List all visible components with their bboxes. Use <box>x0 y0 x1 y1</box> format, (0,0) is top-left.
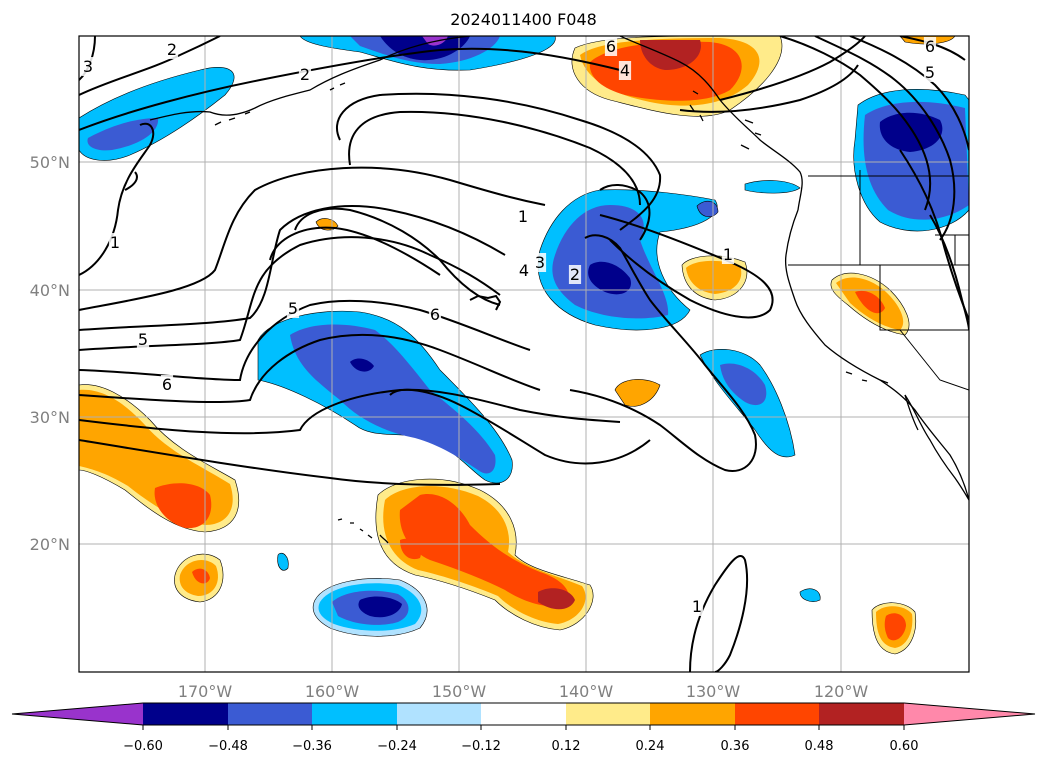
lat-label-20n: 20°N <box>30 535 70 554</box>
contour-label-halo <box>533 253 547 272</box>
lon-label-120w: 120°W <box>814 682 869 701</box>
contour-label: 5 <box>288 299 298 318</box>
contour-label: 1 <box>518 207 528 226</box>
lat-label-40n: 40°N <box>30 281 70 300</box>
contour-label-halo <box>923 37 937 56</box>
contour-label-halo <box>136 330 150 349</box>
colorbar-segment <box>228 703 314 725</box>
lon-label-130w: 130°W <box>686 682 741 701</box>
contour-label: 4 <box>519 261 529 280</box>
colorbar-tick-label: 0.24 <box>636 739 665 754</box>
contour-label-halo <box>923 63 937 82</box>
colorbar-segment <box>650 703 736 725</box>
contour-label: 5 <box>925 63 935 82</box>
contour-label-halo <box>298 65 312 84</box>
colorbar-tick-label: 0.12 <box>552 739 581 754</box>
colorbar-tick-labels: −0.60 −0.48 −0.36 −0.24 −0.12 0.12 0.24 … <box>123 739 918 754</box>
contour-label: 2 <box>570 265 580 284</box>
contour-label-halo <box>568 265 582 284</box>
contour-label-halo <box>428 305 442 324</box>
colorbar-segment <box>566 703 652 725</box>
lon-label-170w: 170°W <box>178 682 233 701</box>
longitude-labels: 170°W 160°W 150°W 140°W 130°W 120°W <box>178 682 869 701</box>
contour-label-halo <box>165 40 179 59</box>
colorbar <box>11 702 1036 726</box>
colorbar-tick-label: 0.60 <box>890 739 919 754</box>
contour-label-halo <box>690 597 704 616</box>
latitude-labels: 50°N 40°N 30°N 20°N <box>30 153 70 554</box>
colorbar-tick-label: −0.36 <box>292 739 332 754</box>
contour-label: 5 <box>138 330 148 349</box>
contour-label-halo <box>108 233 122 252</box>
contour-label: 6 <box>162 375 172 394</box>
colorbar-tick-label: −0.24 <box>377 739 417 754</box>
colorbar-segment <box>397 703 483 725</box>
lon-label-160w: 160°W <box>305 682 360 701</box>
contour-label: 1 <box>692 597 702 616</box>
contour-label: 6 <box>606 37 616 56</box>
contour-label: 3 <box>535 253 545 272</box>
colorbar-tick-label: −0.60 <box>123 739 163 754</box>
contour-label: 2 <box>300 65 310 84</box>
lat-label-30n: 30°N <box>30 408 70 427</box>
colorbar-tick-label: 0.36 <box>721 739 750 754</box>
contour-label: 3 <box>83 57 93 76</box>
contour-label-halo <box>721 245 735 264</box>
colorbar-extend-high <box>904 703 1035 725</box>
contour-label-halo <box>604 37 618 56</box>
contour-label-halo <box>81 57 95 76</box>
contour-label-halo <box>516 207 530 226</box>
contour-label-halo <box>286 299 300 318</box>
colorbar-tick-label: −0.12 <box>461 739 501 754</box>
colorbar-segment <box>735 703 821 725</box>
lat-label-50n: 50°N <box>30 153 70 172</box>
map-title: 2024011400 F048 <box>450 10 597 29</box>
colorbar-ticks <box>142 725 905 730</box>
colorbar-extend-low <box>12 703 143 725</box>
contour-label: 6 <box>925 37 935 56</box>
lon-label-140w: 140°W <box>559 682 614 701</box>
contour-label: 2 <box>167 40 177 59</box>
contour-label-halo <box>517 261 531 280</box>
colorbar-segment <box>143 703 229 725</box>
contour-label-halo <box>160 375 174 394</box>
contour-label: 1 <box>723 245 733 264</box>
contour-label: 1 <box>110 233 120 252</box>
colorbar-tick-label: −0.48 <box>208 739 248 754</box>
colorbar-segment <box>481 703 567 725</box>
colorbar-segment <box>819 703 904 725</box>
colorbar-segment <box>312 703 398 725</box>
contour-label-halo <box>618 61 632 80</box>
graticule <box>79 36 969 672</box>
political-borders <box>788 170 969 391</box>
colorbar-tick-label: 0.48 <box>805 739 834 754</box>
contour-labels: 3 2 2 1 5 6 6 1 3 4 2 1 5 6 5 6 4 1 <box>81 37 937 616</box>
contour-label: 6 <box>430 305 440 324</box>
map-frame <box>78 35 970 673</box>
coastlines <box>149 36 969 544</box>
contour-label: 4 <box>620 61 630 80</box>
lon-label-150w: 150°W <box>432 682 487 701</box>
